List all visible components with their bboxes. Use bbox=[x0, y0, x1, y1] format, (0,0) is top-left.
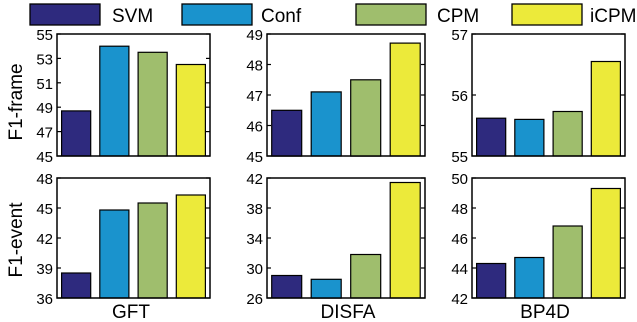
axes-frame bbox=[56, 33, 211, 157]
bar-gft-event-icpm bbox=[175, 194, 207, 299]
legend: SVM Conf CPM iCPM bbox=[29, 3, 636, 27]
y-tick-label: 45 bbox=[36, 201, 53, 218]
legend-label-svm: SVM bbox=[112, 6, 153, 27]
bar-bp4d-event-icpm bbox=[590, 187, 621, 299]
bar-disfa-frame-conf bbox=[310, 91, 342, 157]
bar-bp4d-event-svm bbox=[476, 262, 507, 299]
y-tick-label: 36 bbox=[36, 291, 53, 308]
bar-disfa-event-svm bbox=[271, 274, 303, 299]
y-tick-label: 57 bbox=[451, 27, 468, 44]
bar-disfa-frame-icpm bbox=[389, 42, 421, 157]
y-tick-label: 30 bbox=[246, 261, 263, 278]
y-tick-label: 55 bbox=[451, 149, 468, 166]
row-label-f1-frame: F1-frame bbox=[6, 63, 27, 140]
bar-bp4d-event-cpm bbox=[552, 225, 583, 299]
panel-bp4d-frame: 55 56 57 bbox=[451, 27, 626, 166]
y-tick-label: 56 bbox=[451, 88, 468, 105]
legend-swatch-cpm bbox=[355, 3, 427, 26]
y-tick-label: 55 bbox=[36, 27, 53, 44]
bar-gft-event-conf bbox=[99, 209, 130, 299]
y-tick-label: 47 bbox=[36, 125, 53, 142]
y-tick-label: 44 bbox=[451, 261, 468, 278]
bar-gft-frame-icpm bbox=[175, 63, 207, 157]
y-tick-label: 47 bbox=[246, 88, 263, 105]
legend-label-cpm: CPM bbox=[437, 6, 479, 27]
y-tick-label: 46 bbox=[451, 231, 468, 248]
panel-bp4d-event: 42 44 46 48 50 bbox=[451, 171, 626, 308]
y-tick-label: 51 bbox=[36, 76, 53, 93]
xlabel-disfa: DISFA bbox=[321, 302, 376, 322]
bar-bp4d-frame-cpm bbox=[552, 110, 583, 157]
y-tick-label: 39 bbox=[36, 261, 53, 278]
y-tick-label: 42 bbox=[451, 291, 468, 308]
y-tick-label: 34 bbox=[246, 231, 263, 248]
y-tick-label: 42 bbox=[246, 171, 263, 188]
y-tick-label: 38 bbox=[246, 201, 263, 218]
y-tick-label: 45 bbox=[36, 149, 53, 166]
bar-bp4d-frame-conf bbox=[514, 118, 545, 157]
bar-disfa-event-conf bbox=[310, 278, 342, 299]
xlabel-gft: GFT bbox=[112, 302, 150, 322]
bar-bp4d-frame-svm bbox=[476, 117, 507, 157]
y-tick-label: 50 bbox=[451, 171, 468, 188]
y-tick-label: 26 bbox=[246, 291, 263, 308]
bar-gft-frame-conf bbox=[99, 45, 130, 157]
bar-gft-event-cpm bbox=[137, 202, 168, 299]
y-tick-label: 48 bbox=[451, 201, 468, 218]
bar-gft-frame-cpm bbox=[137, 51, 168, 157]
y-tick-label: 49 bbox=[36, 100, 53, 117]
bar-disfa-frame-cpm bbox=[350, 79, 382, 157]
bar-disfa-frame-svm bbox=[271, 109, 303, 157]
panel-gft-frame: 45 47 49 51 53 55 bbox=[36, 27, 211, 166]
xlabel-bp4d: BP4D bbox=[520, 302, 570, 322]
legend-swatch-icpm bbox=[511, 3, 583, 26]
y-tick-label: 45 bbox=[246, 149, 263, 166]
bar-disfa-event-icpm bbox=[389, 181, 421, 299]
y-tick-label: 48 bbox=[246, 58, 263, 75]
panel-disfa-frame: 45 46 47 48 49 bbox=[246, 27, 426, 166]
legend-swatch-conf bbox=[181, 3, 253, 26]
y-tick-label: 53 bbox=[36, 51, 53, 68]
bar-disfa-event-cpm bbox=[350, 253, 382, 299]
legend-item-conf: Conf bbox=[181, 3, 302, 27]
bar-gft-frame-svm bbox=[60, 110, 92, 157]
row-label-f1-event: F1-event bbox=[6, 202, 27, 278]
bar-bp4d-frame-icpm bbox=[590, 60, 621, 157]
y-tick-label: 46 bbox=[246, 119, 263, 136]
legend-label-icpm: iCPM bbox=[590, 6, 636, 27]
legend-item-icpm: iCPM bbox=[511, 3, 636, 27]
legend-swatch-svm bbox=[29, 3, 101, 26]
y-tick-label: 42 bbox=[36, 231, 53, 248]
bar-gft-event-svm bbox=[60, 272, 92, 299]
panel-gft-event: 36 39 42 45 48 bbox=[36, 171, 211, 308]
legend-item-cpm: CPM bbox=[355, 3, 479, 27]
legend-label-conf: Conf bbox=[261, 6, 302, 27]
y-tick-label: 49 bbox=[246, 27, 263, 44]
y-tick-label: 48 bbox=[36, 171, 53, 188]
panel-disfa-event: 26 30 34 38 42 bbox=[246, 171, 426, 308]
bar-bp4d-event-conf bbox=[514, 256, 545, 299]
legend-item-svm: SVM bbox=[29, 3, 153, 27]
